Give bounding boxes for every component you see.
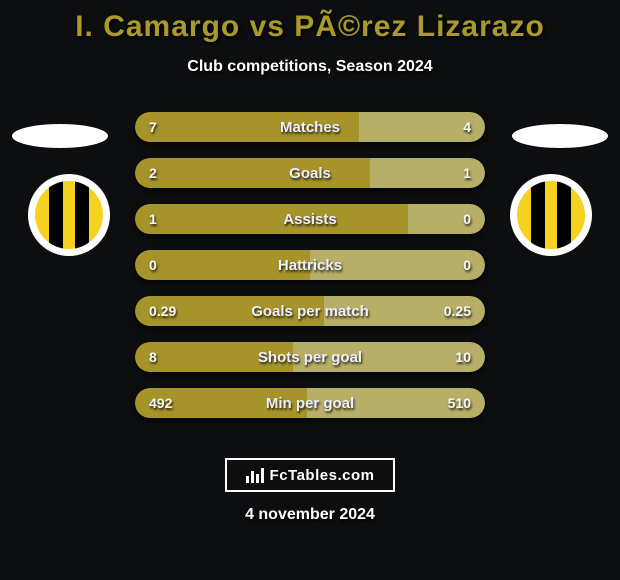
stat-value-right: 0.25 [444,296,471,326]
club-crest-icon [517,181,585,249]
player-slot-right [512,124,608,148]
stat-row: Hattricks0 0 [135,250,485,280]
stat-label: Shots per goal [135,342,485,372]
stat-label: Assists [135,204,485,234]
stat-row: Goals per match0.29 0.25 [135,296,485,326]
stat-value-left: 0 [149,250,157,280]
footer-date: 4 november 2024 [0,506,620,524]
stat-value-left: 492 [149,388,172,418]
club-crest-icon [35,181,103,249]
stat-row: Assists1 0 [135,204,485,234]
season-subtitle: Club competitions, Season 2024 [0,58,620,76]
stat-value-right: 1 [463,158,471,188]
stat-value-left: 2 [149,158,157,188]
player-slot-left [12,124,108,148]
stat-row: Shots per goal8 10 [135,342,485,372]
stat-value-left: 8 [149,342,157,372]
stat-bars: Matches74Goals21Assists10Hattricks00Goal… [135,112,485,434]
stat-value-right: 10 [455,342,471,372]
bars-icon [246,467,264,483]
brand-badge: FcTables.com [225,458,395,492]
stat-label: Goals [135,158,485,188]
stat-value-right: 0 [463,204,471,234]
stat-label: Min per goal [135,388,485,418]
stat-row: Matches7 4 [135,112,485,142]
comparison-arena: Matches74Goals21Assists10Hattricks00Goal… [0,104,620,424]
stat-row: Goals2 1 [135,158,485,188]
stat-value-right: 0 [463,250,471,280]
stat-value-left: 1 [149,204,157,234]
stat-row: Min per goal492 510 [135,388,485,418]
stat-value-left: 7 [149,112,157,142]
stat-value-left: 0.29 [149,296,176,326]
stat-value-right: 4 [463,112,471,142]
page-title: I. Camargo vs PÃ©rez Lizarazo [0,0,620,44]
brand-text: FcTables.com [270,467,375,484]
stat-label: Matches [135,112,485,142]
club-badge-right [510,174,592,256]
club-badge-left [28,174,110,256]
stat-value-right: 510 [448,388,471,418]
stat-label: Hattricks [135,250,485,280]
stat-label: Goals per match [135,296,485,326]
